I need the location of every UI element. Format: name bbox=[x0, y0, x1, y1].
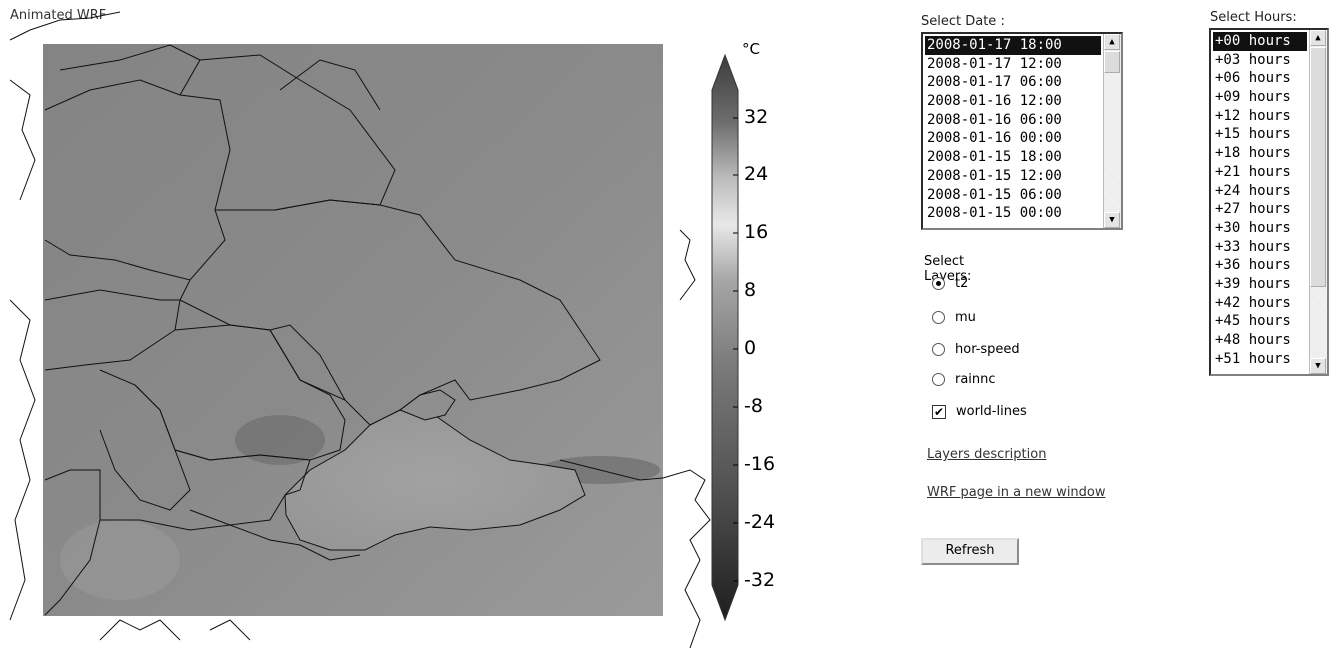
radio-button[interactable] bbox=[932, 311, 945, 324]
list-option[interactable]: +27 hours bbox=[1215, 201, 1291, 218]
temperature-map-svg bbox=[9, 11, 739, 648]
list-option[interactable]: 2008-01-15 00:00 bbox=[927, 205, 1062, 222]
list-option[interactable]: +30 hours bbox=[1215, 219, 1291, 236]
wrf-page-link[interactable]: WRF page in a new window bbox=[927, 485, 1106, 500]
scroll-thumb[interactable] bbox=[1104, 51, 1120, 73]
colorbar-tick: 24 bbox=[744, 163, 769, 185]
list-option[interactable]: +36 hours bbox=[1215, 257, 1291, 274]
scroll-down-icon[interactable]: ▼ bbox=[1310, 358, 1326, 374]
colorbar-tick: -24 bbox=[744, 511, 776, 533]
colorbar-tick: -8 bbox=[744, 395, 763, 417]
colorbar-tick: -16 bbox=[744, 453, 776, 475]
layer-checkbox-world-lines[interactable]: ✔ world-lines bbox=[932, 404, 1027, 419]
list-option[interactable]: +33 hours bbox=[1215, 238, 1291, 255]
colorbar-tick: 0 bbox=[744, 337, 757, 359]
date-scrollbar[interactable]: ▲ ▼ bbox=[1103, 34, 1121, 228]
list-option[interactable]: +39 hours bbox=[1215, 275, 1291, 292]
radio-button[interactable] bbox=[932, 277, 945, 290]
list-option[interactable]: +12 hours bbox=[1215, 107, 1291, 124]
date-select-label: Select Date : bbox=[921, 14, 1005, 29]
page-title: Animated WRF bbox=[10, 8, 107, 23]
wrf-map bbox=[9, 11, 739, 648]
list-option[interactable]: +24 hours bbox=[1215, 182, 1291, 199]
scroll-up-icon[interactable]: ▲ bbox=[1104, 34, 1120, 50]
refresh-button[interactable]: Refresh bbox=[921, 538, 1019, 565]
hours-select-label: Select Hours: bbox=[1210, 10, 1297, 25]
date-options: 2008-01-17 18:00 2008-01-17 12:00 2008-01-… bbox=[925, 36, 1101, 223]
list-option[interactable]: 2008-01-15 18:00 bbox=[927, 149, 1062, 166]
layer-radio-mu[interactable]: mu bbox=[932, 310, 976, 330]
hours-listbox[interactable]: +00 hours +03 hours +06 hours +09 hours +12 … bbox=[1209, 28, 1329, 376]
radio-button[interactable] bbox=[932, 343, 945, 356]
date-listbox[interactable]: 2008-01-17 18:00 2008-01-17 12:00 2008-01-… bbox=[921, 32, 1123, 230]
colorbar-tick: 16 bbox=[744, 221, 769, 243]
colorbar-tick: -32 bbox=[744, 569, 776, 591]
layers-description-link[interactable]: Layers description bbox=[927, 447, 1047, 462]
layers-label: Select Layers: bbox=[924, 254, 972, 284]
layer-radio-rainnc[interactable]: rainnc bbox=[932, 372, 996, 392]
list-option[interactable]: 2008-01-15 06:00 bbox=[927, 186, 1062, 203]
list-option[interactable]: +48 hours bbox=[1215, 332, 1291, 348]
colorbar-tick: 32 bbox=[744, 106, 769, 128]
list-option[interactable]: 2008-01-17 06:00 bbox=[927, 74, 1062, 91]
layer-radio-hor-speed[interactable]: hor-speed bbox=[932, 342, 1020, 362]
colorbar bbox=[711, 53, 739, 622]
hours-options: +00 hours +03 hours +06 hours +09 hours +12 … bbox=[1213, 32, 1307, 368]
list-option[interactable]: +21 hours bbox=[1215, 163, 1291, 180]
list-option[interactable]: +09 hours bbox=[1215, 89, 1291, 106]
list-option[interactable]: 2008-01-17 12:00 bbox=[927, 55, 1062, 72]
scroll-down-icon[interactable]: ▼ bbox=[1104, 212, 1120, 228]
list-option[interactable]: +51 hours bbox=[1215, 350, 1291, 367]
colorbar-tick: 8 bbox=[744, 279, 757, 301]
checkbox[interactable]: ✔ bbox=[932, 404, 946, 419]
layer-radio-t2[interactable]: t2 bbox=[932, 276, 968, 296]
list-option[interactable]: +45 hours bbox=[1215, 313, 1291, 330]
list-option[interactable]: +42 hours bbox=[1215, 294, 1291, 311]
list-option[interactable]: +00 hours bbox=[1213, 32, 1307, 51]
list-option[interactable]: 2008-01-16 00:00 bbox=[927, 130, 1062, 147]
scroll-thumb[interactable] bbox=[1310, 47, 1326, 287]
hours-scrollbar[interactable]: ▲ ▼ bbox=[1309, 30, 1327, 374]
list-option[interactable]: +06 hours bbox=[1215, 70, 1291, 87]
colorbar-unit: °C bbox=[742, 40, 760, 58]
list-option[interactable]: 2008-01-16 12:00 bbox=[927, 93, 1062, 110]
list-option[interactable]: 2008-01-16 06:00 bbox=[927, 111, 1062, 128]
list-option[interactable]: +03 hours bbox=[1215, 51, 1291, 68]
scroll-up-icon[interactable]: ▲ bbox=[1310, 30, 1326, 46]
list-option[interactable]: 2008-01-15 12:00 bbox=[927, 167, 1062, 184]
list-option[interactable]: 2008-01-17 18:00 bbox=[925, 36, 1101, 55]
radio-button[interactable] bbox=[932, 373, 945, 386]
list-option[interactable]: +18 hours bbox=[1215, 145, 1291, 162]
list-option[interactable]: +15 hours bbox=[1215, 126, 1291, 143]
